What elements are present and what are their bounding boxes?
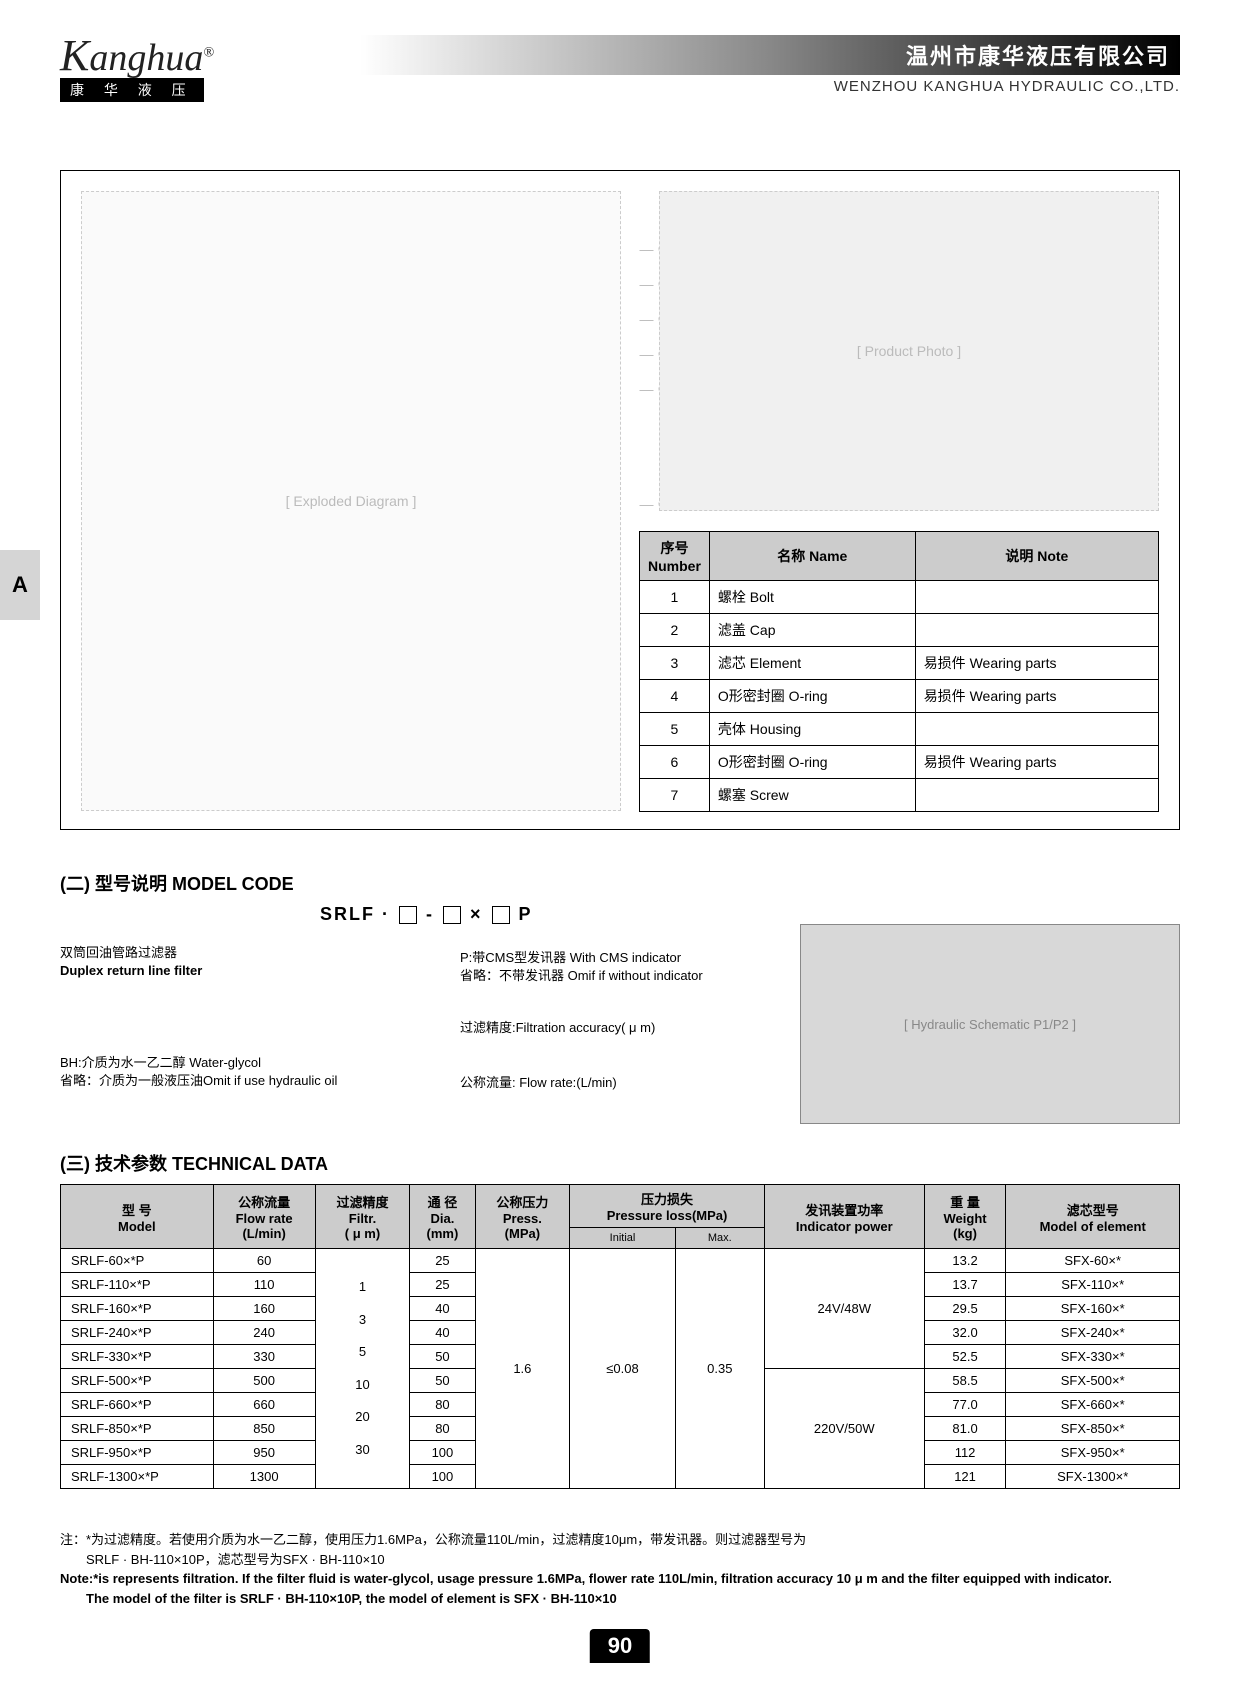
th-loss: 压力损失 Pressure loss(MPa) — [570, 1185, 765, 1228]
th-filtr: 过滤精度 Filtr. ( μ m) — [315, 1185, 410, 1249]
company-name-cn: 温州市康华液压有限公司 — [360, 35, 1180, 75]
note-cn-2: SRLF · BH-110×10P，滤芯型号为SFX · BH-110×10 — [60, 1550, 1180, 1570]
table-row: 2滤盖 Cap — [640, 614, 1159, 647]
parts-table: 序号 Number 名称 Name 说明 Note 1螺栓 Bolt2滤盖 Ca… — [639, 531, 1159, 812]
th-loss-max: Max. — [675, 1228, 764, 1249]
code-label-flowrate: 公称流量: Flow rate:(L/min) — [460, 1074, 617, 1092]
parts-th-name: 名称 Name — [709, 532, 915, 581]
model-code-formula: SRLF · - × P — [320, 904, 533, 925]
hydraulic-schematic: [ Hydraulic Schematic P1/P2 ] — [800, 924, 1180, 1124]
table-row: 7螺塞 Screw — [640, 779, 1159, 812]
page-number: 90 — [590, 1629, 650, 1663]
page-header: Kanghua® 康 华 液 压 温州市康华液压有限公司 WENZHOU KAN… — [60, 30, 1180, 100]
th-element: 滤芯型号 Model of element — [1006, 1185, 1180, 1249]
company-block: 温州市康华液压有限公司 WENZHOU KANGHUA HYDRAULIC CO… — [360, 35, 1180, 95]
th-weight: 重 量 Weight (kg) — [924, 1185, 1006, 1249]
code-label-duplex: 双筒回油管路过滤器 Duplex return line filter — [60, 944, 202, 980]
parts-th-number: 序号 Number — [640, 532, 710, 581]
th-indicator: 发讯装置功率 Indicator power — [764, 1185, 924, 1249]
main-illustration-box: [ Exploded Diagram ] ① ② ③ ④ ⑤ ⑥ ⑦ [ Pro… — [60, 170, 1180, 830]
model-code-section: (二) 型号说明 MODEL CODE SRLF · - × P 双筒回油管路过… — [60, 860, 1180, 1120]
model-code-title: (二) 型号说明 MODEL CODE — [60, 870, 1180, 896]
table-row: 1螺栓 Bolt — [640, 581, 1159, 614]
table-row: 5壳体 Housing — [640, 713, 1159, 746]
side-tab: A — [0, 550, 40, 620]
th-model: 型 号 Model — [61, 1185, 214, 1249]
company-name-en: WENZHOU KANGHUA HYDRAULIC CO.,LTD. — [360, 78, 1180, 95]
product-photo: [ Product Photo ] — [659, 191, 1159, 511]
notes-section: 注：*为过滤精度。若使用介质为水一乙二醇，使用压力1.6MPa，公称流量110L… — [60, 1530, 1180, 1608]
th-flow: 公称流量 Flow rate (L/min) — [213, 1185, 315, 1249]
exploded-diagram: [ Exploded Diagram ] ① ② ③ ④ ⑤ ⑥ ⑦ — [81, 191, 621, 811]
table-row: 6O形密封圈 O-ring易损件 Wearing parts — [640, 746, 1159, 779]
table-row: SRLF-60×*P601 3 5 10 20 30251.6≤0.080.35… — [61, 1249, 1180, 1273]
code-label-indicator: P:带CMS型发讯器 With CMS indicator 省略：不带发讯器 O… — [460, 949, 703, 985]
note-en-1: Note:*is represents filtration. If the f… — [60, 1569, 1180, 1589]
tech-title: (三) 技术参数 TECHNICAL DATA — [60, 1150, 1180, 1176]
logo-subtitle: 康 华 液 压 — [60, 78, 204, 102]
table-row: 3滤芯 Element易损件 Wearing parts — [640, 647, 1159, 680]
th-press: 公称压力 Press. (MPa) — [475, 1185, 570, 1249]
th-loss-initial: Initial — [570, 1228, 676, 1249]
code-label-medium: BH:介质为水一乙二醇 Water-glycol 省略：介质为一般液压油Omit… — [60, 1054, 337, 1090]
note-en-2: The model of the filter is SRLF · BH-110… — [60, 1589, 1180, 1609]
parts-th-note: 说明 Note — [915, 532, 1158, 581]
th-dia: 通 径 Dia. (mm) — [410, 1185, 475, 1249]
logo: Kanghua® — [60, 30, 214, 81]
note-cn-1: 注：*为过滤精度。若使用介质为水一乙二醇，使用压力1.6MPa，公称流量110L… — [60, 1530, 1180, 1550]
table-row: 4O形密封圈 O-ring易损件 Wearing parts — [640, 680, 1159, 713]
technical-data-table: 型 号 Model 公称流量 Flow rate (L/min) 过滤精度 Fi… — [60, 1184, 1180, 1489]
code-label-filtration: 过滤精度:Filtration accuracy( μ m) — [460, 1019, 655, 1037]
technical-data-section: (三) 技术参数 TECHNICAL DATA 型 号 Model 公称流量 F… — [60, 1140, 1180, 1489]
